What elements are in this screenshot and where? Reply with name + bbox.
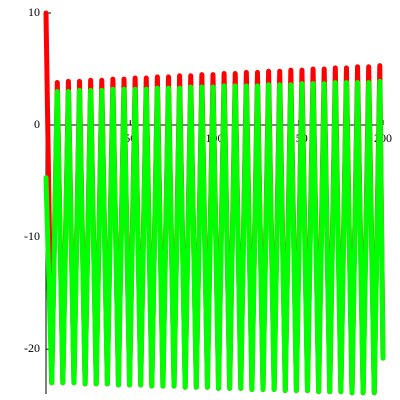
series-line [43,78,386,396]
y-tick-label: -10 [24,229,40,243]
y-tick-label: 10 [28,5,40,19]
y-tick-label: -20 [24,341,40,355]
y-tick-label: 0 [34,117,40,131]
